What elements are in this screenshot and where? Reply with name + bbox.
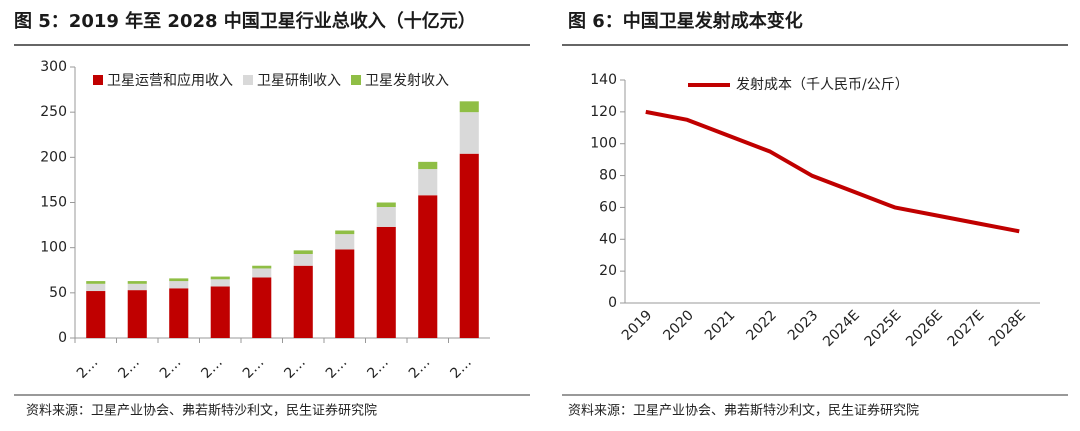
bar-segment <box>210 279 230 287</box>
y-tick-label: 0 <box>58 330 67 346</box>
bar-segment <box>252 268 272 278</box>
bar-segment <box>293 250 313 254</box>
x-tick-label: 2… <box>406 354 434 382</box>
y-tick-label: 40 <box>599 231 617 247</box>
bar-segment <box>376 202 396 208</box>
bar-segment <box>376 207 396 227</box>
bar-segment <box>252 265 272 269</box>
x-tick-label: 2019 <box>619 307 656 344</box>
legend-label: 卫星运营和应用收入 <box>107 72 233 89</box>
x-tick-label: 2023 <box>785 307 822 344</box>
x-tick-label: 2… <box>198 354 226 382</box>
y-tick-label: 120 <box>590 104 617 120</box>
bar-segment <box>293 253 313 266</box>
chart-title: 图 6：中国卫星发射成本变化 <box>568 10 803 32</box>
source: 资料来源：卫星产业协会、弗若斯特沙利文，民生证券研究院 <box>26 403 377 419</box>
x-tick-label: 2028E <box>986 307 1029 350</box>
bar-segment <box>335 234 355 250</box>
x-tick-label: 2022 <box>743 307 780 344</box>
y-tick-label: 100 <box>590 136 617 152</box>
y-tick-label: 300 <box>40 59 67 75</box>
legend-swatch <box>243 75 253 85</box>
y-tick-label: 0 <box>608 295 617 311</box>
x-tick-label: 2027E <box>945 307 988 350</box>
bar-segment <box>459 101 479 113</box>
bar-segment <box>459 112 479 154</box>
bar-segment <box>418 195 438 338</box>
y-tick-label: 20 <box>599 263 617 279</box>
bar-segment <box>459 153 479 338</box>
x-tick-label: 2024E <box>820 307 863 350</box>
bar-segment <box>127 290 147 338</box>
bar-segment <box>210 276 230 280</box>
bar-segment <box>86 291 106 338</box>
bar-segment <box>86 281 106 284</box>
x-tick-label: 2… <box>364 354 392 382</box>
y-tick-label: 50 <box>49 285 67 301</box>
x-tick-label: 2… <box>115 354 143 382</box>
bar-segment <box>210 286 230 338</box>
x-tick-label: 2026E <box>903 307 946 350</box>
y-tick-label: 250 <box>40 104 67 120</box>
y-tick-label: 80 <box>599 168 617 184</box>
y-tick-label: 150 <box>40 195 67 211</box>
y-tick-label: 100 <box>40 240 67 256</box>
x-tick-label: 2… <box>281 354 309 382</box>
legend-swatch <box>351 75 361 85</box>
bar-segment <box>127 281 147 284</box>
bar-segment <box>169 288 189 338</box>
bar-segment <box>86 283 106 292</box>
bar-segment <box>418 169 438 196</box>
bar-segment <box>293 265 313 338</box>
x-tick-label: 2… <box>447 354 475 382</box>
y-tick-label: 60 <box>599 199 617 215</box>
y-tick-label: 140 <box>590 72 617 88</box>
x-tick-label: 2… <box>323 354 351 382</box>
bar-segment <box>252 277 272 338</box>
x-tick-label: 2025E <box>862 307 905 350</box>
source: 资料来源：卫星产业协会、弗若斯特沙利文，民生证券研究院 <box>568 403 919 419</box>
legend-label: 发射成本（千人民币/公斤） <box>736 77 909 93</box>
x-tick-label: 2020 <box>660 307 697 344</box>
x-tick-label: 2… <box>74 354 102 382</box>
bar-segment <box>169 281 189 289</box>
legend-label: 卫星发射收入 <box>365 73 449 89</box>
legend-swatch <box>93 75 103 85</box>
chart-title: 图 5：2019 年至 2028 中国卫星行业总收入（十亿元） <box>14 10 476 32</box>
x-tick-label: 2021 <box>702 307 739 344</box>
bar-segment <box>169 278 189 282</box>
y-tick-label: 200 <box>40 149 67 165</box>
bar-segment <box>418 161 438 170</box>
line-series <box>645 109 1020 234</box>
bar-segment <box>127 283 147 291</box>
legend-label: 卫星研制收入 <box>257 73 341 89</box>
x-tick-label: 2… <box>240 354 268 382</box>
bar-segment <box>376 226 396 338</box>
x-tick-label: 2… <box>157 354 185 382</box>
bar-segment <box>335 230 355 235</box>
bar-segment <box>335 249 355 338</box>
